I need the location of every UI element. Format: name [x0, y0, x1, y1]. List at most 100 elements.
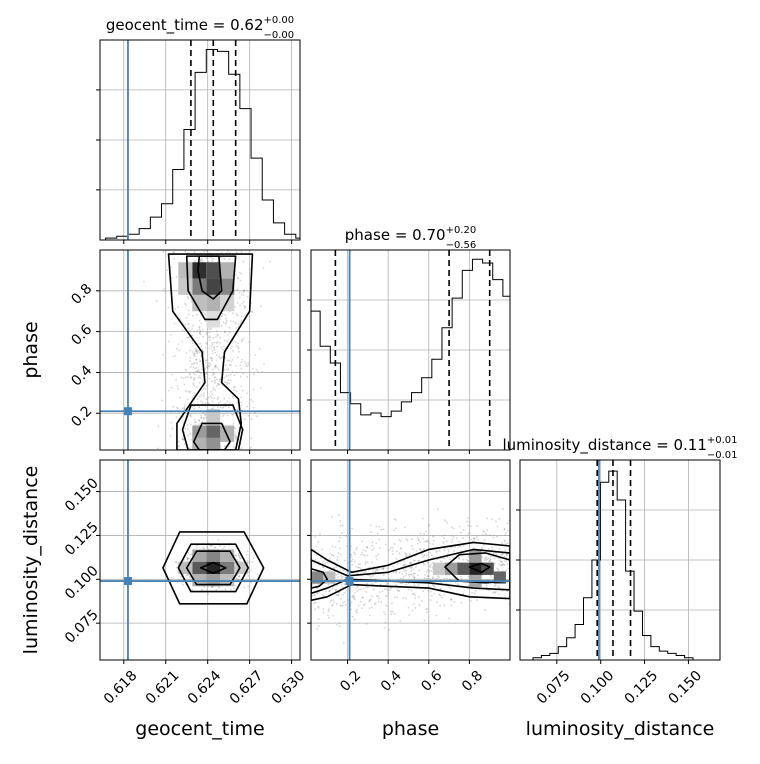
hist-phase-bar-5 [361, 415, 371, 450]
density-geocent_time-vs-phase-cell-10 [178, 278, 193, 295]
hist-phase-bar-2 [330, 363, 340, 450]
hist-geocent_time-bar-8 [173, 170, 184, 240]
hist-phase-bar-15 [462, 270, 472, 450]
hist-phase-title-sub: −0.56 [446, 240, 477, 251]
hist-luminosity_distance-plot-area [520, 460, 720, 660]
hist-luminosity_distance-bar-13 [634, 611, 642, 660]
hist-phase-bar-10 [412, 393, 422, 450]
density-geocent_time-vs-luminosity_distance [96, 459, 301, 664]
hist-luminosity_distance-title-sup: +0.01 [707, 435, 738, 446]
ytick-label-phase-0: 0.2 [68, 403, 95, 430]
density-geocent_time-vs-phase-contour-4 [192, 422, 231, 450]
ytick-label-luminosity_distance-0: 0.075 [62, 607, 102, 647]
hist-luminosity_distance-bar-6 [575, 624, 583, 660]
density-geocent_time-vs-phase-cell-2 [206, 278, 221, 295]
density-phase-vs-luminosity_distance-frame [310, 459, 511, 661]
xtick-label-geocent_time-4: 0.630 [269, 668, 309, 708]
hist-geocent_time-bar-15 [251, 158, 262, 240]
xtick-label-phase-3: 0.8 [459, 668, 486, 695]
hist-geocent_time-bar-3 [117, 236, 128, 240]
xtick-label-phase-0: 0.2 [337, 668, 364, 695]
hist-luminosity_distance-bar-2 [541, 656, 549, 660]
density-phase-vs-luminosity_distance-contour-0 [311, 541, 510, 602]
hist-phase-bars [311, 258, 510, 418]
density-geocent_time-vs-luminosity_distance-frame [99, 459, 301, 661]
density-geocent_time-vs-phase-cell-16 [192, 437, 207, 450]
density-geocent_time-vs-phase-contour-1 [185, 255, 237, 321]
ylabel-phase: phase [20, 321, 42, 378]
density-phase-vs-luminosity_distance [307, 459, 511, 664]
hist-luminosity_distance-title-main: luminosity_distance = 0.11 [502, 436, 706, 455]
xtick-label-geocent_time-3: 0.627 [227, 668, 267, 708]
density-geocent_time-vs-luminosity_distance-cell-0 [206, 561, 221, 575]
ytick-label-phase-2: 0.6 [68, 322, 95, 349]
hist-luminosity_distance-bar-14 [642, 636, 650, 660]
density-geocent_time-vs-luminosity_distance-truth-marker [123, 577, 132, 586]
density-phase-vs-luminosity_distance-cell-1 [457, 562, 470, 575]
density-geocent_time-vs-phase-cell-7 [206, 294, 221, 312]
density-geocent_time-vs-luminosity_distance-cell-2 [220, 561, 235, 575]
hist-phase [307, 249, 511, 454]
hist-geocent_time-title-sub: −0.00 [264, 30, 295, 41]
density-geocent_time-vs-phase-cell-8 [192, 294, 207, 312]
density-geocent_time-vs-phase-cell-1 [206, 262, 221, 279]
hist-luminosity_distance-bar-4 [558, 647, 566, 660]
xtick-label-luminosity_distance-2: 0.125 [622, 668, 662, 708]
density-geocent_time-vs-luminosity_distance-contour-1 [185, 550, 241, 586]
density-geocent_time-vs-phase-contour-3 [181, 404, 244, 450]
hist-phase-bar-1 [320, 346, 330, 450]
hist-geocent_time [96, 39, 301, 244]
xtick-label-geocent_time-1: 0.621 [143, 668, 183, 708]
hist-geocent_time-bar-7 [162, 204, 173, 240]
xlabel-phase: phase [382, 718, 439, 740]
hist-geocent_time-title-sup: +0.00 [264, 15, 295, 26]
ylabel-luminosity_distance: luminosity_distance [20, 466, 42, 655]
density-geocent_time-vs-phase-cell-14 [220, 425, 235, 442]
density-geocent_time-vs-luminosity_distance-contour-0 [199, 561, 227, 574]
hist-luminosity_distance-bar-15 [651, 647, 659, 660]
hist-luminosity_distance-bars [524, 470, 694, 660]
hist-luminosity_distance-bar-11 [617, 500, 625, 660]
hist-luminosity_distance [516, 459, 721, 664]
density-geocent_time-vs-phase [96, 249, 301, 454]
hist-luminosity_distance-bar-16 [659, 651, 667, 660]
density-geocent_time-vs-phase-cell-5 [178, 262, 193, 279]
hist-phase-bar-6 [371, 413, 381, 450]
hist-geocent_time-bar-6 [150, 217, 161, 240]
xtick-label-luminosity_distance-3: 0.150 [665, 668, 705, 708]
density-geocent_time-vs-phase-cell-0 [192, 262, 207, 279]
hist-phase-bar-9 [401, 402, 411, 450]
hist-phase-plot-area [311, 250, 510, 450]
hist-phase-bar-12 [432, 359, 442, 450]
density-phase-vs-luminosity_distance-contour-4 [468, 562, 491, 574]
density-geocent_time-vs-phase-cell-6 [220, 262, 235, 279]
density-geocent_time-vs-luminosity_distance-contour-3 [162, 531, 265, 605]
hist-geocent_time-bar-5 [139, 229, 150, 240]
density-geocent_time-vs-phase-frame [99, 249, 301, 451]
hist-phase-bar-17 [483, 263, 493, 450]
density-phase-vs-luminosity_distance-contour-3 [311, 567, 329, 589]
ytick-label-luminosity_distance-1: 0.100 [62, 563, 102, 603]
density-phase-vs-luminosity_distance-plot-area [311, 460, 510, 660]
hist-phase-bar-4 [351, 404, 361, 450]
xtick-label-phase-2: 0.6 [418, 668, 445, 695]
hist-geocent_time-bar-12 [217, 51, 228, 240]
hist-geocent_time-bar-16 [262, 200, 273, 240]
density-geocent_time-vs-phase-plot-area [100, 250, 300, 450]
hist-geocent_time-bar-18 [285, 234, 296, 240]
hist-phase-bar-16 [472, 259, 482, 450]
hist-phase-title: phase = 0.70+0.20 [345, 225, 476, 244]
density-phase-vs-luminosity_distance-cell-4 [445, 562, 458, 575]
density-phase-vs-luminosity_distance-cell-8 [432, 562, 446, 575]
hist-geocent_time-bar-9 [184, 130, 195, 240]
hist-phase-bar-11 [422, 378, 432, 450]
xlabel-luminosity_distance: luminosity_distance [526, 718, 715, 740]
hist-geocent_time-bar-17 [273, 223, 284, 240]
hist-geocent_time-bar-13 [229, 74, 240, 240]
hist-phase-title-sup: +0.20 [446, 225, 477, 236]
hist-phase-bar-8 [391, 411, 401, 450]
hist-luminosity_distance-bar-17 [668, 653, 676, 660]
xtick-label-phase-1: 0.4 [378, 668, 405, 695]
hist-phase-bar-18 [493, 280, 503, 450]
